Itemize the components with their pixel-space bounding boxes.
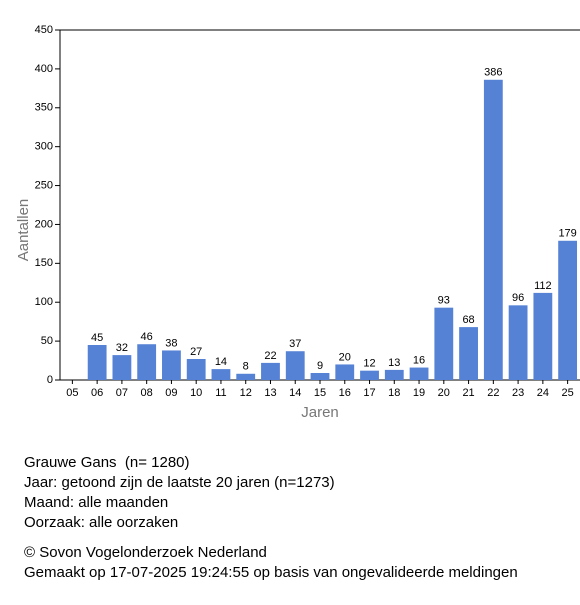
value-label: 93 — [438, 295, 450, 307]
bar — [285, 351, 305, 380]
info-line: Grauwe Gans (n= 1280) — [24, 454, 190, 471]
value-label: 9 — [317, 360, 323, 372]
y-tick-label: 300 — [35, 141, 53, 153]
bar — [409, 367, 429, 380]
bar — [384, 369, 404, 380]
bar — [459, 327, 478, 380]
y-tick-label: 50 — [41, 335, 53, 347]
x-tick-label: 13 — [264, 387, 276, 399]
bar — [186, 359, 206, 380]
bar — [112, 355, 132, 380]
x-tick-label: 19 — [413, 387, 425, 399]
x-tick-label: 24 — [537, 387, 549, 399]
bar — [87, 345, 107, 380]
credit-line: Gemaakt op 17-07-2025 19:24:55 op basis … — [24, 564, 518, 581]
x-tick-label: 07 — [116, 387, 128, 399]
x-tick-label: 21 — [462, 387, 474, 399]
y-axis-label: Aantallen — [15, 199, 32, 262]
bar — [558, 240, 578, 380]
y-tick-label: 100 — [35, 296, 53, 308]
y-tick-label: 200 — [35, 218, 53, 230]
value-label: 46 — [141, 331, 153, 343]
bar — [236, 373, 256, 380]
value-label: 8 — [243, 361, 249, 373]
value-label: 68 — [462, 314, 474, 326]
bar — [434, 307, 454, 380]
y-tick-label: 0 — [47, 374, 53, 386]
value-label: 37 — [289, 338, 301, 350]
x-tick-label: 22 — [487, 387, 499, 399]
value-label: 16 — [413, 354, 425, 366]
value-label: 12 — [363, 358, 375, 370]
bar — [508, 305, 528, 380]
x-tick-label: 14 — [289, 387, 301, 399]
y-tick-label: 400 — [35, 63, 53, 75]
info-line: Maand: alle maanden — [24, 494, 168, 511]
y-tick-label: 450 — [35, 24, 53, 36]
value-label: 45 — [91, 332, 103, 344]
x-tick-label: 05 — [66, 387, 78, 399]
info-line: Oorzaak: alle oorzaken — [24, 514, 178, 531]
x-tick-label: 10 — [190, 387, 202, 399]
x-tick-label: 17 — [363, 387, 375, 399]
bar — [533, 292, 553, 380]
y-tick-label: 350 — [35, 102, 53, 114]
x-tick-label: 25 — [561, 387, 573, 399]
value-label: 27 — [190, 346, 202, 358]
y-tick-label: 150 — [35, 257, 53, 269]
x-tick-label: 06 — [91, 387, 103, 399]
value-label: 112 — [534, 280, 552, 292]
x-tick-label: 18 — [388, 387, 400, 399]
value-label: 96 — [512, 292, 524, 304]
y-tick-label: 250 — [35, 179, 53, 191]
value-label: 14 — [215, 356, 227, 368]
bar — [261, 362, 280, 380]
x-tick-label: 15 — [314, 387, 326, 399]
bar — [162, 350, 181, 380]
bar — [335, 364, 355, 380]
x-tick-label: 11 — [215, 387, 226, 399]
x-axis-label: Jaren — [301, 404, 339, 421]
credit-line: © Sovon Vogelonderzoek Nederland — [24, 544, 267, 561]
x-tick-label: 09 — [165, 387, 177, 399]
info-line: Jaar: getoond zijn de laatste 20 jaren (… — [24, 474, 335, 491]
bar — [137, 344, 157, 380]
value-label: 32 — [116, 342, 128, 354]
value-label: 38 — [165, 337, 177, 349]
value-label: 22 — [264, 350, 276, 362]
x-tick-label: 08 — [141, 387, 153, 399]
x-tick-label: 12 — [240, 387, 252, 399]
value-label: 386 — [484, 67, 502, 79]
value-label: 20 — [339, 351, 351, 363]
bar — [310, 373, 330, 380]
bar — [483, 79, 503, 381]
x-tick-label: 20 — [438, 387, 450, 399]
bar — [360, 370, 379, 380]
bar — [211, 369, 231, 380]
value-label: 13 — [388, 357, 400, 369]
x-tick-label: 16 — [339, 387, 351, 399]
value-label: 179 — [558, 228, 576, 240]
x-tick-label: 23 — [512, 387, 524, 399]
